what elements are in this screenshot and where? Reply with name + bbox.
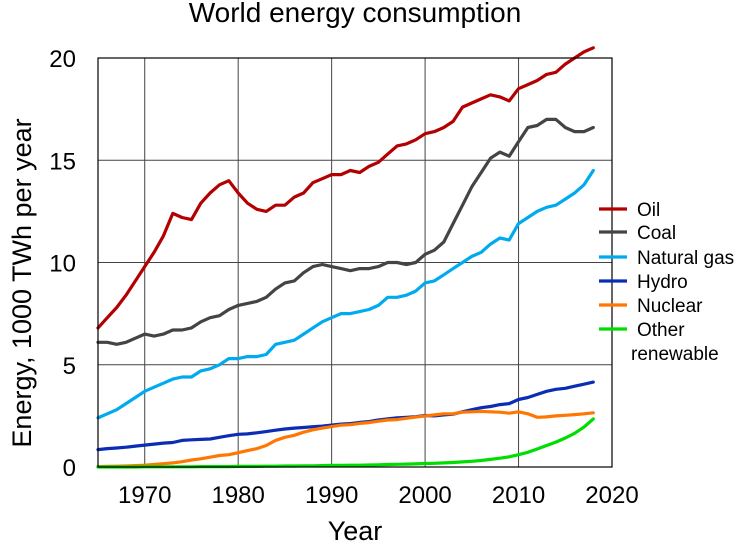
y-tick-label: 5 [63, 353, 76, 380]
x-axis-label: Year [328, 516, 383, 546]
y-tick-label: 15 [49, 148, 76, 175]
legend-label: Other [637, 320, 685, 341]
legend-label: Oil [637, 200, 660, 221]
legend-label: Hydro [637, 272, 688, 293]
grid [98, 58, 612, 467]
plot-frame [97, 57, 613, 468]
series-line-natural-gas [96, 168, 595, 420]
legend-label-continued: renewable [631, 344, 719, 365]
x-tick-label: 2010 [492, 482, 545, 509]
series-line-nuclear [96, 409, 595, 469]
x-tick-labels: 1970 1980 1990 2000 2010 2020 [118, 482, 639, 509]
x-tick-label: 1990 [305, 482, 358, 509]
x-tick-label: 1970 [118, 482, 171, 509]
y-tick-label: 20 [49, 46, 76, 73]
y-tick-labels: 0 5 10 15 20 [49, 46, 76, 482]
y-tick-label: 10 [49, 251, 76, 278]
series-line-coal [96, 117, 595, 346]
x-tick-label: 2020 [585, 482, 638, 509]
chart-title: World energy consumption [189, 0, 522, 28]
legend-label: Coal [637, 223, 676, 244]
series-line-oil [96, 46, 595, 330]
legend-label: Nuclear [637, 296, 703, 317]
y-axis-label: Energy, 1000 TWh per year [7, 118, 37, 447]
x-tick-label: 2000 [398, 482, 451, 509]
x-tick-label: 1980 [211, 482, 264, 509]
y-tick-label: 0 [63, 455, 76, 482]
legend-label: Natural gas [637, 248, 734, 269]
